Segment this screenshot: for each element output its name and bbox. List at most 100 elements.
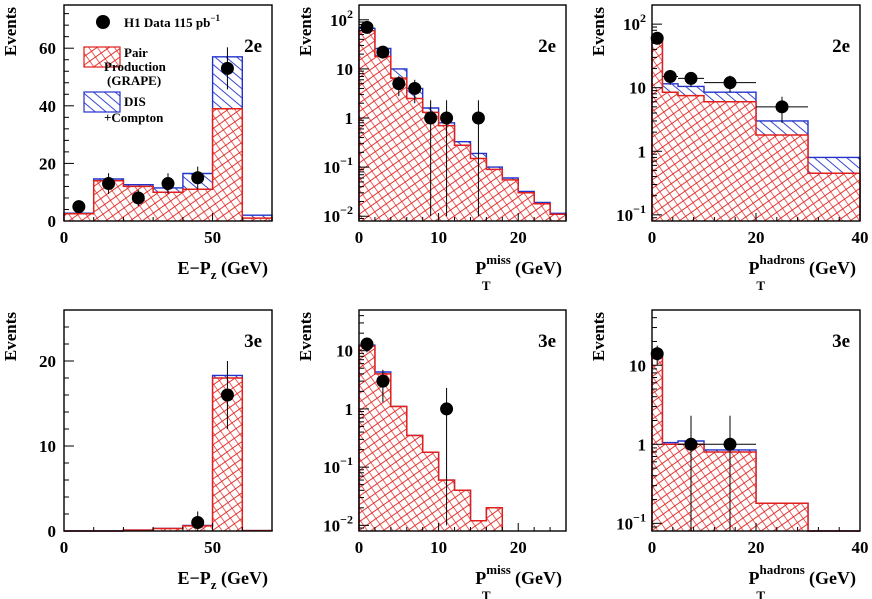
pair-production-fill: [359, 346, 503, 531]
x-tick-label: 40: [852, 228, 869, 247]
legend-dis-swatch: [83, 91, 121, 113]
pair-production-fill: [359, 30, 566, 222]
data-point: [663, 70, 677, 84]
y-axis-label: Events: [1, 312, 20, 362]
data-point: [650, 31, 664, 45]
x-tick-label: 0: [648, 228, 657, 247]
y-tick-label: 10−1: [323, 154, 353, 177]
data-point: [440, 402, 454, 416]
y-tick-label: 102: [623, 11, 646, 34]
legend-data-marker: [96, 15, 110, 29]
x-axis-label: E−Pz (GeV): [177, 258, 268, 282]
y-tick-label: 1: [345, 109, 354, 128]
y-tick-label: 1: [638, 435, 647, 454]
y-tick-label: 20: [39, 352, 56, 371]
panel-3e-e-minus-pz: 0 50 0 10 20 3e Events E−Pz (GeV): [1, 309, 273, 592]
y-tick-label: 10: [336, 342, 353, 361]
x-tick-label: 0: [355, 538, 364, 557]
legend-data-label-sup: −1: [210, 13, 220, 23]
legend-data-label: H1 Data 115 pb−1: [124, 13, 220, 30]
data-point: [220, 388, 234, 402]
x-tick-label: 0: [60, 228, 69, 247]
plot-frame: [358, 4, 567, 222]
y-axis-label: Events: [589, 312, 608, 362]
data-point: [376, 374, 390, 388]
data-point: [360, 20, 374, 34]
data-point: [775, 100, 789, 114]
data-point: [220, 61, 234, 75]
panel-2e-e-minus-pz: 0 50 0 20 40 60 2e Events E−Pz (GeV): [1, 4, 273, 282]
pair-production-fill: [64, 108, 272, 221]
y-tick-label: 0: [48, 212, 57, 231]
pair-production-histogram: [358, 345, 504, 531]
data-point: [72, 200, 86, 214]
pair-production-histogram: [651, 37, 861, 221]
pair-production-fill: [652, 353, 860, 531]
x-tick-label: 20: [748, 538, 765, 557]
x-tick-label: 0: [60, 538, 69, 557]
x-tick-label: 50: [204, 538, 221, 557]
data-point: [191, 516, 205, 529]
legend-pair-label-line1: Pair: [124, 45, 148, 60]
data-point: [424, 111, 438, 125]
x-axis-label: Pmiss T (GeV): [475, 252, 562, 293]
data-point: [392, 77, 406, 91]
x-tick-label: 50: [204, 228, 221, 247]
pair-production-fill: [64, 378, 272, 531]
data-point: [102, 177, 116, 191]
channel-label: 2e: [832, 36, 850, 57]
legend-dis-label-line2: +Compton: [104, 110, 164, 125]
x-axis-label: Phadrons T (GeV): [749, 562, 856, 599]
y-tick-label: 0: [48, 522, 57, 541]
y-tick-label: 10−2: [323, 203, 353, 226]
y-tick-label: 1: [345, 400, 354, 419]
y-axis-label: Events: [1, 7, 20, 57]
y-axis-label: Events: [296, 7, 315, 57]
y-axis-label: Events: [589, 7, 608, 57]
y-tick-label: 10: [629, 79, 646, 98]
legend: H1 Data 115 pb−1 Pair Production (GRAPE)…: [83, 13, 220, 125]
data-point: [131, 191, 145, 205]
channel-label: 3e: [244, 331, 262, 352]
data-point: [723, 76, 737, 90]
data-point: [360, 337, 374, 351]
y-tick-label: 10−1: [616, 202, 646, 225]
x-tick-label: 10: [430, 228, 447, 247]
x-axis-label: Pmiss T (GeV): [475, 562, 562, 599]
channel-label: 2e: [244, 36, 262, 57]
data-point: [684, 71, 698, 85]
data-point: [650, 347, 664, 361]
data-point: [408, 81, 422, 95]
y-tick-label: 20: [39, 154, 56, 173]
x-axis-label: Phadrons T (GeV): [749, 252, 856, 293]
channel-label: 3e: [538, 331, 556, 352]
y-tick-label: 1: [638, 142, 647, 161]
x-tick-label: 20: [510, 228, 527, 247]
legend-pair-swatch: [83, 46, 121, 68]
y-tick-label: 102: [330, 7, 353, 30]
pair-production-histogram: [358, 29, 567, 221]
plot-frame: [358, 309, 567, 532]
x-tick-label: 0: [648, 538, 657, 557]
x-tick-label: 20: [748, 228, 765, 247]
x-tick-label: 10: [430, 538, 447, 557]
data-point: [161, 177, 175, 191]
x-tick-label: 20: [510, 538, 527, 557]
x-axis-label: E−Pz (GeV): [177, 568, 268, 592]
plot-frame: [63, 309, 273, 532]
y-tick-label: 60: [39, 39, 56, 58]
data-point: [440, 111, 454, 125]
data-point: [376, 45, 390, 59]
y-tick-label: 10−1: [323, 454, 353, 477]
y-tick-label: 10: [629, 356, 646, 375]
x-tick-label: 0: [355, 228, 364, 247]
y-tick-label: 40: [39, 97, 56, 116]
legend-pair-label-line2: Production: [104, 59, 167, 74]
data-point: [723, 437, 737, 451]
data-point: [684, 437, 698, 451]
panel-2e-pt-miss: 0 10 20 10−2 10−1 1 10 102 2e Events Pmiss T (GeV): [296, 4, 567, 293]
y-tick-label: 10−2: [323, 512, 353, 535]
panel-3e-pt-hadrons: 0 20 40 10−1 1 10 3e Events Phadrons T (GeV): [589, 309, 869, 599]
legend-pair-label-line3: (GRAPE): [107, 73, 161, 88]
channel-label: 3e: [832, 331, 850, 352]
